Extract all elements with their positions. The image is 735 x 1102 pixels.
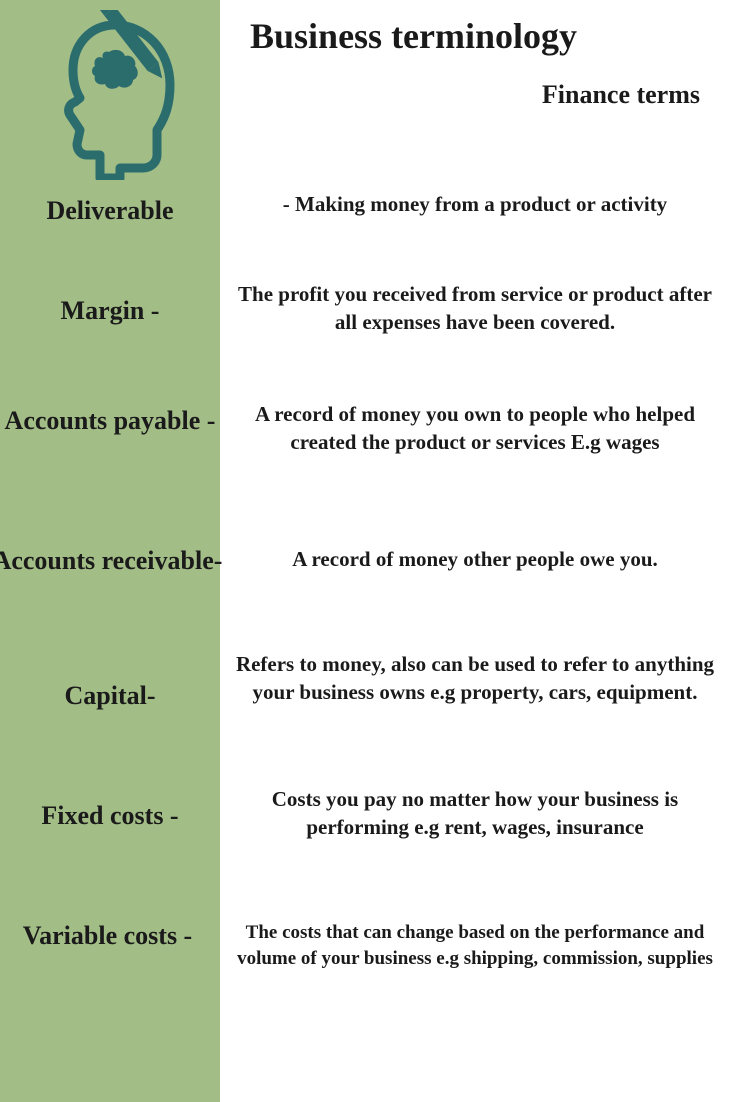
term-capital: Capital- xyxy=(0,680,220,711)
page-title: Business terminology xyxy=(250,15,577,57)
def-capital: Refers to money, also can be used to ref… xyxy=(230,650,720,707)
term-deliverable: Deliverable xyxy=(0,195,220,226)
def-accounts-receivable: A record of money other people owe you. xyxy=(230,545,720,573)
head-lightbulb-icon xyxy=(45,10,195,180)
def-deliverable: - Making money from a product or activit… xyxy=(230,190,720,218)
def-accounts-payable: A record of money you own to people who … xyxy=(230,400,720,457)
term-fixed-costs: Fixed costs - xyxy=(0,800,220,831)
term-variable-costs: Variable costs - xyxy=(0,920,220,951)
term-margin: Margin - xyxy=(0,295,220,326)
def-margin: The profit you received from service or … xyxy=(230,280,720,337)
term-accounts-payable: Accounts payable - xyxy=(0,405,220,436)
term-accounts-receivable: Accounts receivable- xyxy=(0,545,225,576)
def-variable-costs: The costs that can change based on the p… xyxy=(230,920,720,971)
page-subtitle: Finance terms xyxy=(542,80,700,110)
def-fixed-costs: Costs you pay no matter how your busines… xyxy=(230,785,720,842)
